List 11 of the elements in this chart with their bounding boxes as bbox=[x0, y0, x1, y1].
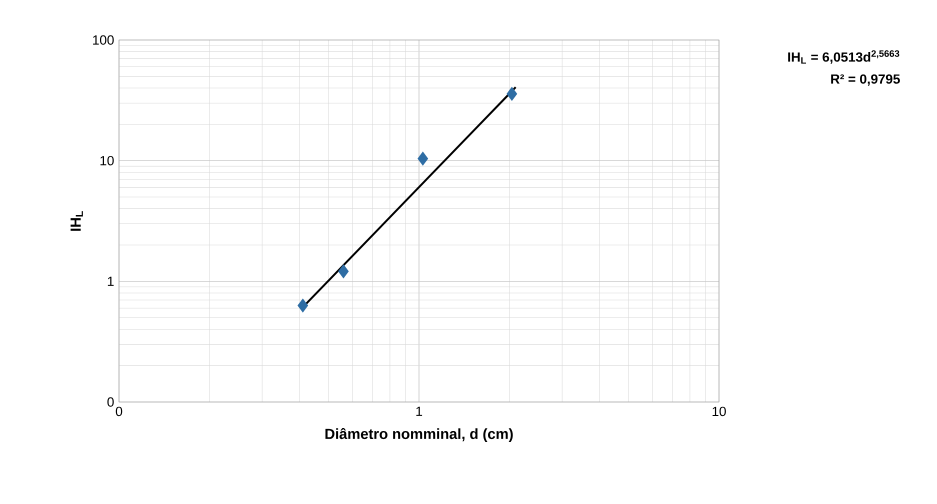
x-axis-title: Diâmetro nomminal, d (cm) bbox=[325, 428, 513, 442]
text: IH$_{L}$ = 6,0513d$^{2,5663}$ bbox=[788, 50, 900, 64]
y-tick-label: 1 bbox=[108, 276, 114, 286]
text: IH$_{L}$ bbox=[70, 211, 83, 231]
x-tick-label: 0 bbox=[116, 406, 122, 416]
x-tick-label: 1 bbox=[416, 406, 422, 416]
y-tick-label: 100 bbox=[93, 35, 114, 45]
text: R² = 0,9795 bbox=[831, 74, 900, 86]
x-tick-label: 10 bbox=[712, 406, 726, 416]
y-tick-label: 10 bbox=[100, 156, 114, 166]
y-tick-label: 0 bbox=[107, 397, 114, 407]
